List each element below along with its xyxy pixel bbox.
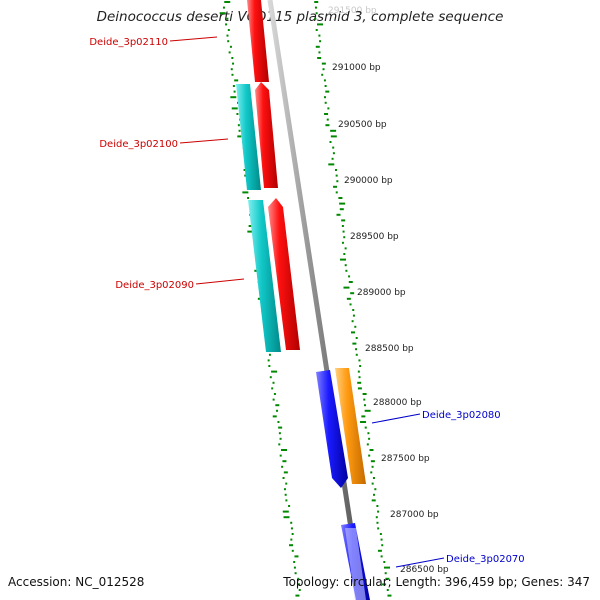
gene-labels: Deide_3p02110 Deide_3p02100 Deide_3p0209…: [89, 37, 524, 565]
gene-lower-light-feature: [345, 528, 366, 600]
genome-info-text: Topology: circular; Length: 396,459 bp; …: [283, 575, 590, 589]
gene-label-leaders: [169, 36, 445, 568]
gene-label-deide-3p02100[interactable]: Deide_3p02100: [99, 139, 178, 150]
tick-label: 289000 bp: [357, 288, 406, 298]
tick-label: 290500 bp: [338, 120, 387, 130]
tick-label: 288500 bp: [365, 344, 414, 354]
gene-deide-3p02100-arrow[interactable]: [255, 82, 278, 188]
gene-label-deide-3p02070[interactable]: Deide_3p02070: [446, 554, 525, 565]
tick-label: 287000 bp: [390, 510, 439, 520]
tick-label: 291500 bp: [328, 6, 377, 16]
sequence-backbone: [267, 0, 365, 600]
gene-deide-3p02110-arrow[interactable]: [247, 0, 269, 82]
gene-deide-3p02090-arrow[interactable]: [268, 198, 300, 350]
gene-label-deide-3p02090[interactable]: Deide_3p02090: [115, 280, 194, 291]
gene-label-deide-3p02110[interactable]: Deide_3p02110: [89, 37, 168, 48]
tick-label: 286500 bp: [400, 565, 449, 575]
gene-rna-feature-upper[interactable]: [236, 84, 261, 190]
gene-rna-feature-lower[interactable]: [248, 200, 281, 352]
gene-label-deide-3p02080[interactable]: Deide_3p02080: [422, 410, 501, 421]
tick-label: 287500 bp: [381, 454, 430, 464]
tick-label: 290000 bp: [344, 176, 393, 186]
gc-content-outer-track: [314, 1, 392, 597]
tick-label: 289500 bp: [350, 232, 399, 242]
tick-label: 288000 bp: [373, 398, 422, 408]
gene-other-feature[interactable]: [335, 368, 366, 484]
gene-deide-3p02080-arrow[interactable]: [316, 370, 348, 488]
map-title: Deinococcus deserti VCD115 plasmid 3, co…: [96, 9, 504, 25]
accession-text: Accession: NC_012528: [8, 575, 145, 589]
tick-label: 291000 bp: [332, 63, 381, 73]
gene-features: [236, 0, 370, 600]
coordinate-ticks: 291500 bp 291000 bp 290500 bp 290000 bp …: [328, 6, 449, 575]
